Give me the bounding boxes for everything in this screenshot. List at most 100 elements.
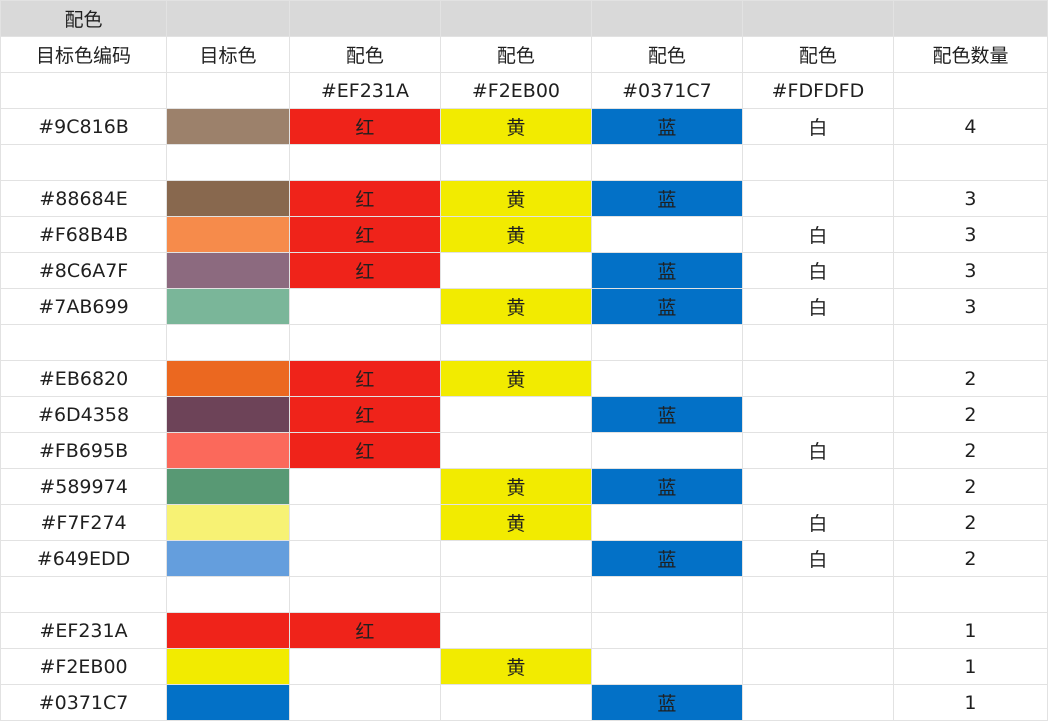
target-swatch-cell[interactable] (166, 540, 290, 577)
mix-blue-cell[interactable] (590, 360, 743, 397)
target-code-cell[interactable]: #F7F274 (0, 504, 168, 541)
codes-cell[interactable] (166, 72, 290, 109)
mix-blue-cell[interactable]: 蓝 (590, 288, 743, 325)
mix-count-cell[interactable]: 3 (892, 252, 1049, 289)
header-cell-mix-blue[interactable]: 配色 (590, 36, 743, 73)
header-cell-mix-yellow[interactable]: 配色 (439, 36, 592, 73)
mix-red-cell[interactable] (288, 468, 441, 505)
mix-count-cell[interactable]: 2 (892, 504, 1049, 541)
mix-count-cell[interactable]: 1 (892, 684, 1049, 721)
mix-count-cell[interactable]: 3 (892, 216, 1049, 253)
mix-yellow-cell[interactable]: 黄 (439, 468, 592, 505)
mix-yellow-cell[interactable] (439, 432, 592, 469)
mix-count-cell[interactable]: 1 (892, 612, 1049, 649)
mix-red-cell[interactable]: 红 (288, 108, 441, 145)
empty-cell[interactable] (590, 144, 743, 181)
target-swatch-cell[interactable] (166, 684, 290, 721)
mix-red-cell[interactable]: 红 (288, 360, 441, 397)
mix-blue-cell[interactable] (590, 504, 743, 541)
empty-cell[interactable] (590, 324, 743, 361)
mix-yellow-cell[interactable]: 黄 (439, 180, 592, 217)
mix-red-cell[interactable] (288, 540, 441, 577)
empty-cell[interactable] (166, 324, 290, 361)
mix-blue-cell[interactable]: 蓝 (590, 468, 743, 505)
empty-cell[interactable] (439, 576, 592, 613)
mix-white-cell[interactable]: 白 (741, 108, 894, 145)
target-code-cell[interactable]: #7AB699 (0, 288, 168, 325)
codes-cell-white[interactable]: #FDFDFD (741, 72, 894, 109)
mix-yellow-cell[interactable]: 黄 (439, 288, 592, 325)
mix-blue-cell[interactable]: 蓝 (590, 540, 743, 577)
empty-cell[interactable] (741, 576, 894, 613)
codes-cell[interactable] (892, 72, 1049, 109)
empty-cell[interactable] (288, 324, 441, 361)
mix-red-cell[interactable]: 红 (288, 180, 441, 217)
target-code-cell[interactable]: #EF231A (0, 612, 168, 649)
target-swatch-cell[interactable] (166, 648, 290, 685)
mix-white-cell[interactable] (741, 684, 894, 721)
mix-yellow-cell[interactable]: 黄 (439, 504, 592, 541)
target-code-cell[interactable]: #F68B4B (0, 216, 168, 253)
target-swatch-cell[interactable] (166, 504, 290, 541)
empty-cell[interactable] (892, 324, 1049, 361)
empty-cell[interactable] (741, 144, 894, 181)
target-code-cell[interactable]: #9C816B (0, 108, 168, 145)
codes-cell-yellow[interactable]: #F2EB00 (439, 72, 592, 109)
mix-count-cell[interactable]: 3 (892, 288, 1049, 325)
target-code-cell[interactable]: #FB695B (0, 432, 168, 469)
header-cell-mix-red[interactable]: 配色 (288, 36, 441, 73)
codes-cell-red[interactable]: #EF231A (288, 72, 441, 109)
target-code-cell[interactable]: #EB6820 (0, 360, 168, 397)
mix-count-cell[interactable]: 2 (892, 396, 1049, 433)
mix-count-cell[interactable]: 2 (892, 360, 1049, 397)
empty-cell[interactable] (0, 576, 168, 613)
mix-count-cell[interactable]: 1 (892, 648, 1049, 685)
mix-yellow-cell[interactable]: 黄 (439, 216, 592, 253)
mix-white-cell[interactable] (741, 180, 894, 217)
mix-red-cell[interactable] (288, 288, 441, 325)
mix-blue-cell[interactable]: 蓝 (590, 180, 743, 217)
empty-cell[interactable] (892, 576, 1049, 613)
mix-white-cell[interactable]: 白 (741, 504, 894, 541)
title-cell-empty[interactable] (590, 0, 743, 37)
mix-white-cell[interactable]: 白 (741, 540, 894, 577)
mix-yellow-cell[interactable] (439, 396, 592, 433)
mix-red-cell[interactable]: 红 (288, 612, 441, 649)
mix-blue-cell[interactable]: 蓝 (590, 108, 743, 145)
mix-red-cell[interactable]: 红 (288, 396, 441, 433)
target-code-cell[interactable]: #F2EB00 (0, 648, 168, 685)
mix-count-cell[interactable]: 2 (892, 468, 1049, 505)
mix-blue-cell[interactable] (590, 648, 743, 685)
target-swatch-cell[interactable] (166, 396, 290, 433)
target-code-cell[interactable]: #649EDD (0, 540, 168, 577)
title-cell-empty[interactable] (741, 0, 894, 37)
mix-count-cell[interactable]: 2 (892, 432, 1049, 469)
title-cell-empty[interactable] (892, 0, 1049, 37)
mix-red-cell[interactable] (288, 684, 441, 721)
target-code-cell[interactable]: #589974 (0, 468, 168, 505)
header-cell-mix-count[interactable]: 配色数量 (892, 36, 1049, 73)
target-swatch-cell[interactable] (166, 360, 290, 397)
target-code-cell[interactable]: #0371C7 (0, 684, 168, 721)
target-swatch-cell[interactable] (166, 288, 290, 325)
mix-white-cell[interactable] (741, 396, 894, 433)
mix-yellow-cell[interactable]: 黄 (439, 360, 592, 397)
mix-white-cell[interactable] (741, 612, 894, 649)
mix-count-cell[interactable]: 4 (892, 108, 1049, 145)
target-code-cell[interactable]: #88684E (0, 180, 168, 217)
target-swatch-cell[interactable] (166, 252, 290, 289)
mix-yellow-cell[interactable] (439, 540, 592, 577)
empty-cell[interactable] (288, 576, 441, 613)
target-swatch-cell[interactable] (166, 612, 290, 649)
header-cell-target-code[interactable]: 目标色编码 (0, 36, 168, 73)
empty-cell[interactable] (166, 144, 290, 181)
mix-white-cell[interactable]: 白 (741, 216, 894, 253)
empty-cell[interactable] (0, 324, 168, 361)
mix-blue-cell[interactable] (590, 216, 743, 253)
mix-white-cell[interactable] (741, 468, 894, 505)
mix-white-cell[interactable]: 白 (741, 288, 894, 325)
empty-cell[interactable] (741, 324, 894, 361)
mix-blue-cell[interactable]: 蓝 (590, 684, 743, 721)
empty-cell[interactable] (0, 144, 168, 181)
empty-cell[interactable] (288, 144, 441, 181)
